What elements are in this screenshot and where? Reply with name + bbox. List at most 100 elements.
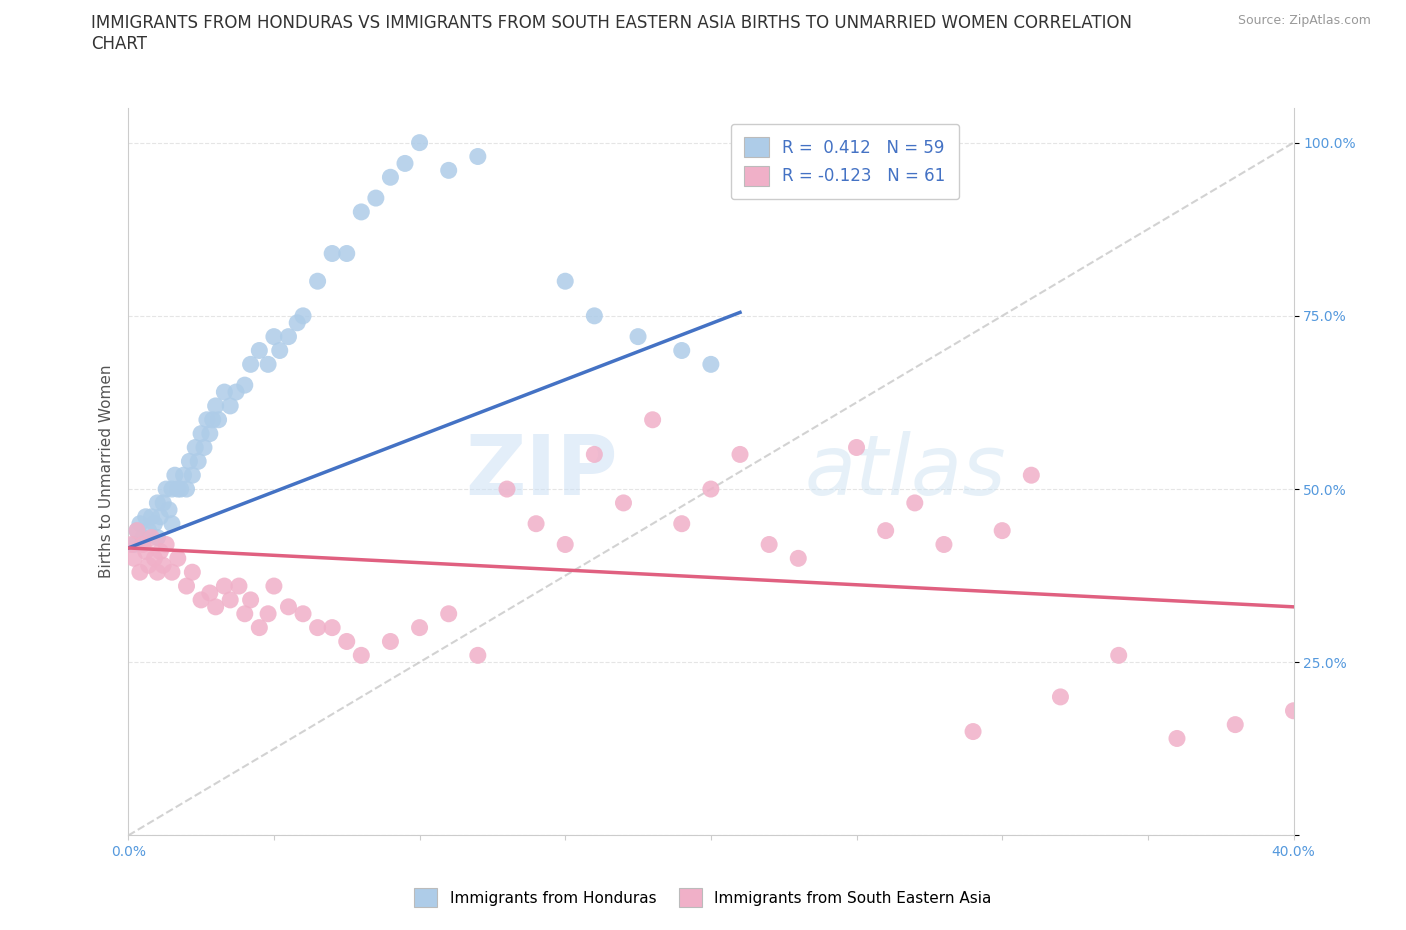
Point [394, 156, 416, 171]
Point [163, 468, 186, 483]
Point [138, 524, 160, 538]
Point [787, 551, 810, 565]
Point [149, 510, 172, 525]
Point [214, 578, 236, 593]
Point [875, 524, 897, 538]
Point [146, 565, 169, 579]
Point [1021, 468, 1043, 483]
Point [146, 496, 169, 511]
Point [277, 329, 299, 344]
Point [292, 606, 315, 621]
Point [285, 315, 308, 330]
Point [181, 468, 204, 483]
Text: IMMIGRANTS FROM HONDURAS VS IMMIGRANTS FROM SOUTH EASTERN ASIA BIRTHS TO UNMARRI: IMMIGRANTS FROM HONDURAS VS IMMIGRANTS F… [91, 14, 1132, 32]
Point [583, 309, 606, 324]
Point [125, 524, 148, 538]
Point [962, 724, 984, 739]
Point [380, 170, 402, 185]
Point [219, 398, 242, 413]
Point [129, 565, 152, 579]
Point [641, 412, 664, 427]
Point [612, 496, 634, 511]
Point [170, 482, 193, 497]
Point [160, 482, 183, 497]
Point [364, 191, 387, 206]
Point [239, 592, 262, 607]
Point [132, 537, 155, 551]
Legend: R =  0.412   N = 59, R = -0.123   N = 61: R = 0.412 N = 59, R = -0.123 N = 61 [731, 124, 959, 199]
Point [1049, 689, 1071, 704]
Point [263, 329, 285, 344]
Point [277, 600, 299, 615]
Y-axis label: Births to Unmarried Women: Births to Unmarried Women [100, 365, 114, 578]
Point [198, 586, 221, 601]
Point [700, 357, 723, 372]
Point [135, 544, 157, 559]
Point [408, 620, 430, 635]
Point [408, 135, 430, 150]
Point [225, 385, 247, 400]
Point [321, 620, 343, 635]
Point [336, 634, 359, 649]
Point [247, 620, 270, 635]
Point [173, 468, 195, 483]
Point [132, 530, 155, 545]
Point [141, 510, 163, 525]
Point [187, 454, 209, 469]
Point [524, 516, 547, 531]
Point [166, 482, 188, 497]
Text: Source: ZipAtlas.com: Source: ZipAtlas.com [1237, 14, 1371, 27]
Point [845, 440, 868, 455]
Point [143, 516, 166, 531]
Point [125, 524, 148, 538]
Point [321, 246, 343, 261]
Point [155, 537, 177, 551]
Point [181, 565, 204, 579]
Point [991, 524, 1014, 538]
Point [1225, 717, 1247, 732]
Point [336, 246, 359, 261]
Point [627, 329, 650, 344]
Point [350, 648, 373, 663]
Point [247, 343, 270, 358]
Point [166, 551, 188, 565]
Text: atlas: atlas [804, 432, 1005, 512]
Legend: Immigrants from Honduras, Immigrants from South Eastern Asia: Immigrants from Honduras, Immigrants fro… [408, 883, 998, 913]
Point [437, 606, 460, 621]
Point [437, 163, 460, 178]
Point [1166, 731, 1188, 746]
Point [269, 343, 291, 358]
Text: ZIP: ZIP [465, 432, 617, 512]
Point [190, 426, 212, 441]
Point [728, 447, 751, 462]
Point [233, 606, 256, 621]
Point [496, 482, 519, 497]
Point [1282, 703, 1305, 718]
Point [193, 440, 215, 455]
Point [201, 412, 224, 427]
Point [307, 273, 329, 288]
Point [214, 385, 236, 400]
Point [135, 510, 157, 525]
Point [467, 149, 489, 164]
Point [152, 558, 174, 573]
Point [179, 454, 201, 469]
Point [146, 530, 169, 545]
Point [219, 592, 242, 607]
Point [307, 620, 329, 635]
Point [129, 516, 152, 531]
Point [184, 440, 207, 455]
Point [157, 502, 180, 517]
Point [257, 606, 280, 621]
Point [904, 496, 927, 511]
Point [228, 578, 250, 593]
Point [554, 537, 576, 551]
Point [190, 592, 212, 607]
Point [932, 537, 955, 551]
Point [700, 482, 723, 497]
Point [176, 482, 198, 497]
Point [467, 648, 489, 663]
Point [207, 412, 229, 427]
Point [257, 357, 280, 372]
Point [160, 565, 183, 579]
